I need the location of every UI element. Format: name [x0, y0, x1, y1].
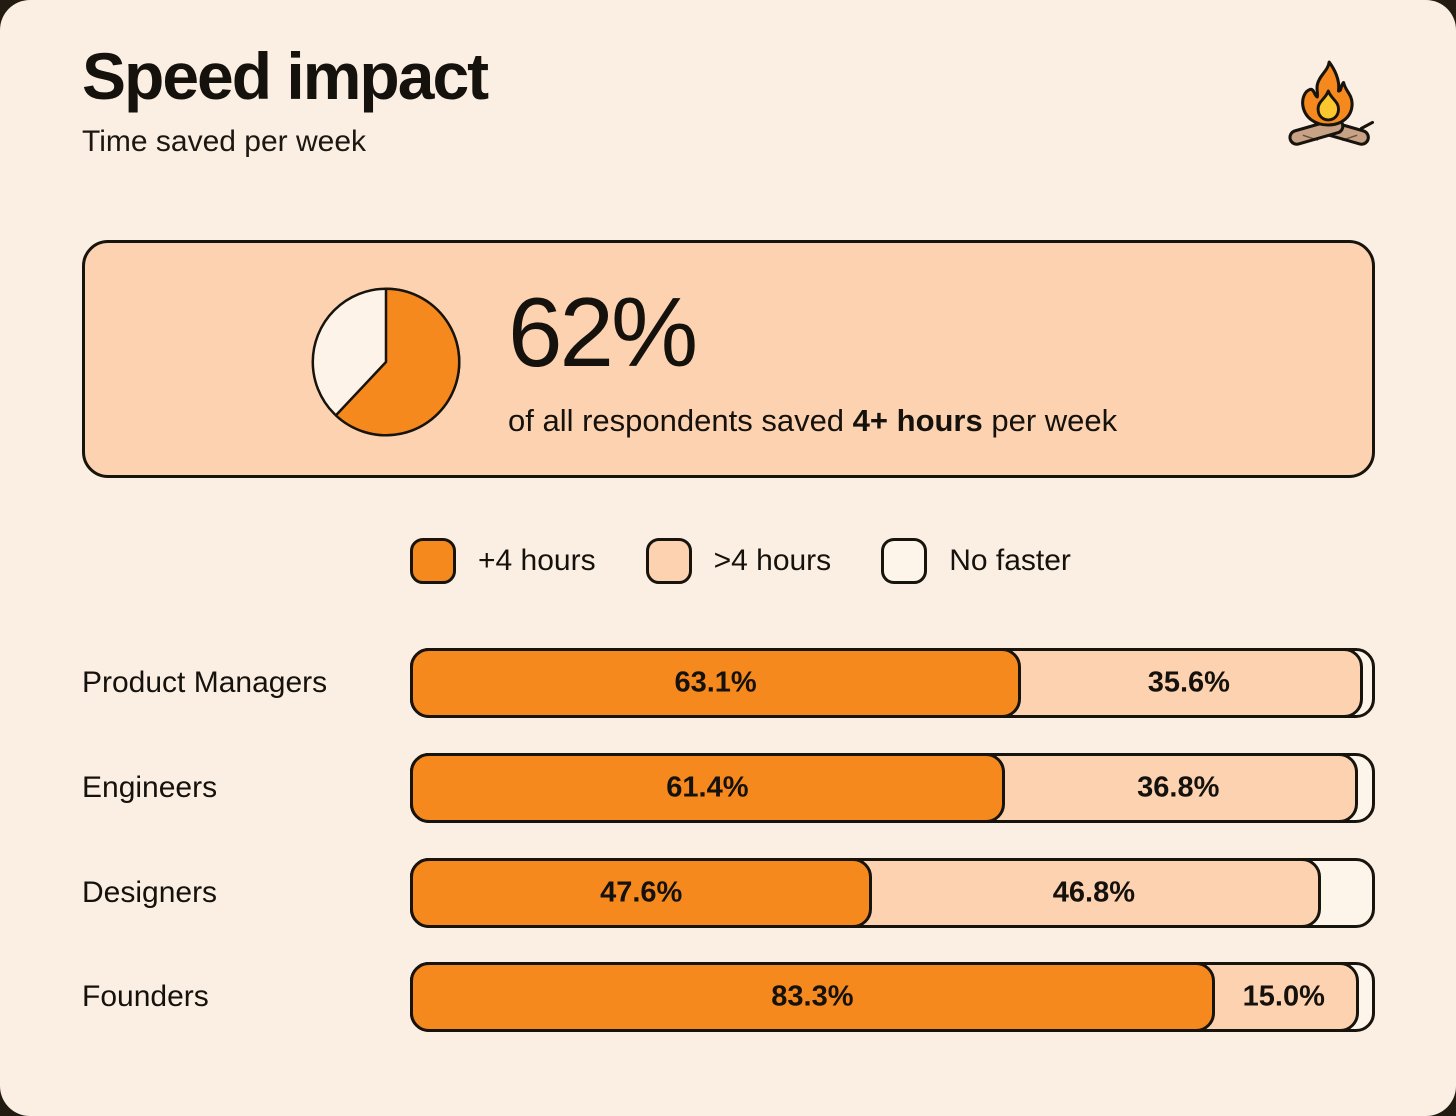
stat-pie-chart [311, 287, 461, 437]
bar-value-under4: 35.6% [1147, 666, 1230, 699]
bar-row-product-managers: Product Managers 63.1% 35.6% [0, 648, 1456, 718]
row-label: Product Managers [82, 666, 328, 699]
stat-description-suffix: per week [982, 403, 1118, 438]
stat-description-prefix: of all respondents saved [508, 403, 853, 438]
stat-description: of all respondents saved 4+ hours per we… [508, 403, 1117, 439]
bar-value-under4: 36.8% [1137, 771, 1220, 804]
header: Speed impact Time saved per week [82, 39, 489, 159]
bar-track: 83.3% 15.0% [410, 962, 1375, 1032]
bar-segment-plus4 [410, 858, 873, 928]
legend-item-under4: >4 hours [645, 538, 832, 584]
pie-wedge-62pct [334, 287, 461, 437]
stat-text: 62% of all respondents saved 4+ hours pe… [508, 283, 1117, 439]
legend-label: >4 hours [713, 544, 832, 577]
legend-label: +4 hours [478, 544, 596, 577]
flame-inner [1316, 89, 1340, 122]
row-label: Founders [82, 980, 209, 1013]
stat-value: 62% [508, 277, 698, 387]
legend-swatch-peach [645, 538, 692, 584]
bar-segment-plus4 [410, 753, 1005, 823]
stat-box: 62% of all respondents saved 4+ hours pe… [82, 240, 1375, 478]
legend: +4 hours >4 hours No faster [410, 538, 1071, 584]
bar-track: 47.6% 46.8% [410, 858, 1375, 928]
page-title: Speed impact [82, 39, 489, 113]
bar-value-plus4: 83.3% [771, 980, 854, 1013]
stat-description-bold: 4+ hours [852, 403, 983, 438]
bar-row-founders: Founders 83.3% 15.0% [0, 962, 1456, 1032]
bar-row-engineers: Engineers 61.4% 36.8% [0, 753, 1456, 823]
bar-value-under4: 15.0% [1242, 980, 1325, 1013]
page-subtitle: Time saved per week [82, 125, 367, 159]
bar-row-designers: Designers 47.6% 46.8% [0, 858, 1456, 928]
bar-value-plus4: 63.1% [674, 666, 757, 699]
legend-item-no-faster: No faster [881, 538, 1071, 584]
bar-track: 63.1% 35.6% [410, 648, 1375, 718]
bar-segment-plus4 [410, 648, 1022, 718]
legend-swatch-cream [881, 538, 928, 584]
bar-segment-plus4 [410, 962, 1215, 1032]
bar-value-under4: 46.8% [1052, 876, 1135, 909]
bar-value-plus4: 47.6% [600, 876, 683, 909]
row-label: Engineers [82, 771, 218, 804]
bar-value-plus4: 61.4% [666, 771, 749, 804]
legend-item-plus4: +4 hours [410, 538, 596, 584]
legend-label: No faster [949, 544, 1071, 577]
bar-track: 61.4% 36.8% [410, 753, 1375, 823]
campfire-icon [1288, 60, 1375, 146]
row-label: Designers [82, 876, 218, 909]
legend-swatch-orange [410, 538, 456, 584]
